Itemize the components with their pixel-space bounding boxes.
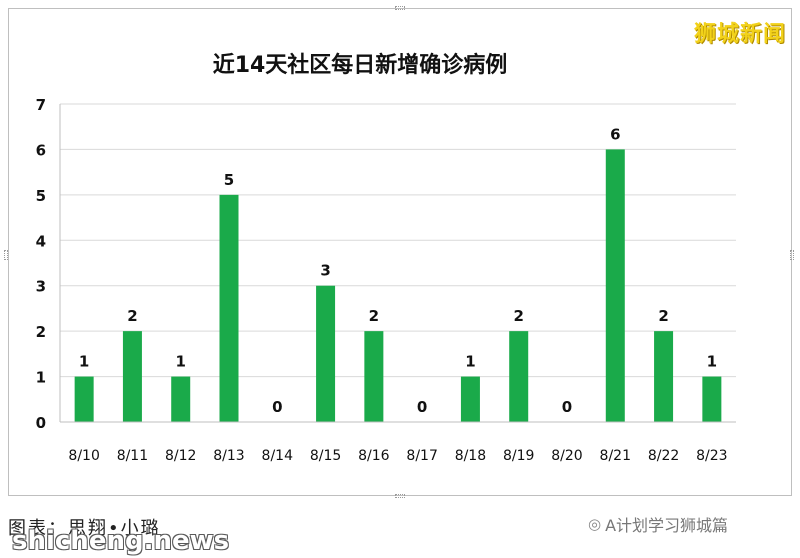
y-tick-label: 5 (36, 187, 46, 205)
bar (316, 285, 336, 422)
resize-handle-top[interactable] (395, 6, 405, 10)
x-axis-ticks: 8/10 8/11 8/12 8/13 8/14 8/15 8/16 8/17 8/18 8/19… (68, 448, 727, 464)
data-label: 0 (417, 398, 427, 416)
x-tick-label: 8/18 (455, 448, 486, 464)
x-tick-label: 8/15 (310, 448, 341, 464)
bar (654, 331, 674, 422)
data-label: 2 (658, 307, 668, 325)
y-tick-label: 3 (36, 278, 46, 296)
bar (460, 376, 480, 422)
gridlines (60, 103, 736, 378)
data-label: 1 (79, 353, 89, 371)
wechat-account: ◎ A计划学习狮城篇 (588, 512, 728, 536)
wechat-icon: ◎ (588, 515, 602, 533)
y-tick-label: 0 (36, 414, 46, 432)
x-tick-label: 8/17 (406, 448, 437, 464)
y-tick-label: 4 (36, 232, 46, 250)
y-axis-ticks: 0 1 2 3 4 5 6 7 (36, 96, 46, 432)
resize-handle-right[interactable] (790, 250, 794, 260)
y-tick-label: 2 (36, 323, 46, 341)
site-watermark: shicheng.news (12, 526, 230, 556)
x-tick-label: 8/11 (117, 448, 148, 464)
bar (509, 331, 529, 422)
y-tick-label: 7 (36, 96, 46, 114)
resize-handle-left[interactable] (4, 250, 8, 260)
bar (702, 376, 722, 422)
wechat-account-name: A计划学习狮城篇 (605, 516, 729, 535)
data-label: 1 (175, 353, 185, 371)
x-tick-label: 8/19 (503, 448, 534, 464)
bar (219, 194, 239, 422)
x-tick-label: 8/22 (648, 448, 679, 464)
bar (171, 376, 191, 422)
bars (74, 149, 722, 422)
data-label: 3 (320, 262, 330, 280)
data-label: 1 (707, 353, 717, 371)
data-label: 0 (562, 398, 572, 416)
data-label: 5 (224, 171, 234, 189)
x-tick-label: 8/20 (551, 448, 582, 464)
chart-title: 近14天社区每日新增确诊病例 (213, 52, 508, 78)
x-tick-label: 8/16 (358, 448, 390, 464)
resize-handle-bottom[interactable] (395, 494, 405, 498)
y-tick-label: 6 (36, 141, 46, 159)
data-label: 1 (465, 353, 475, 371)
bar-chart: 近14天社区每日新增确诊病例 0 1 2 3 4 5 6 7 1 2 1 5 0 3 2 0 1 2 0 6 2 1 8… (36, 52, 736, 464)
x-tick-label: 8/21 (600, 448, 631, 464)
data-label: 6 (610, 125, 620, 143)
data-label: 2 (127, 307, 137, 325)
chart-credit: 图表：思翔•小璐 (8, 518, 161, 539)
data-label: 2 (369, 307, 379, 325)
data-label: 0 (272, 398, 282, 416)
x-tick-label: 8/14 (262, 448, 294, 464)
x-tick-label: 8/12 (165, 448, 196, 464)
x-tick-label: 8/13 (213, 448, 244, 464)
data-labels: 1 2 1 5 0 3 2 0 1 2 0 6 2 1 (79, 125, 717, 416)
y-tick-label: 1 (36, 369, 46, 387)
bar (364, 331, 384, 422)
data-label: 2 (513, 307, 523, 325)
bar (74, 376, 94, 422)
bar (605, 149, 625, 422)
bar (122, 331, 142, 422)
x-tick-label: 8/23 (696, 448, 727, 464)
x-tick-label: 8/10 (68, 448, 99, 464)
brand-watermark-top: 狮城新闻 (693, 22, 786, 47)
